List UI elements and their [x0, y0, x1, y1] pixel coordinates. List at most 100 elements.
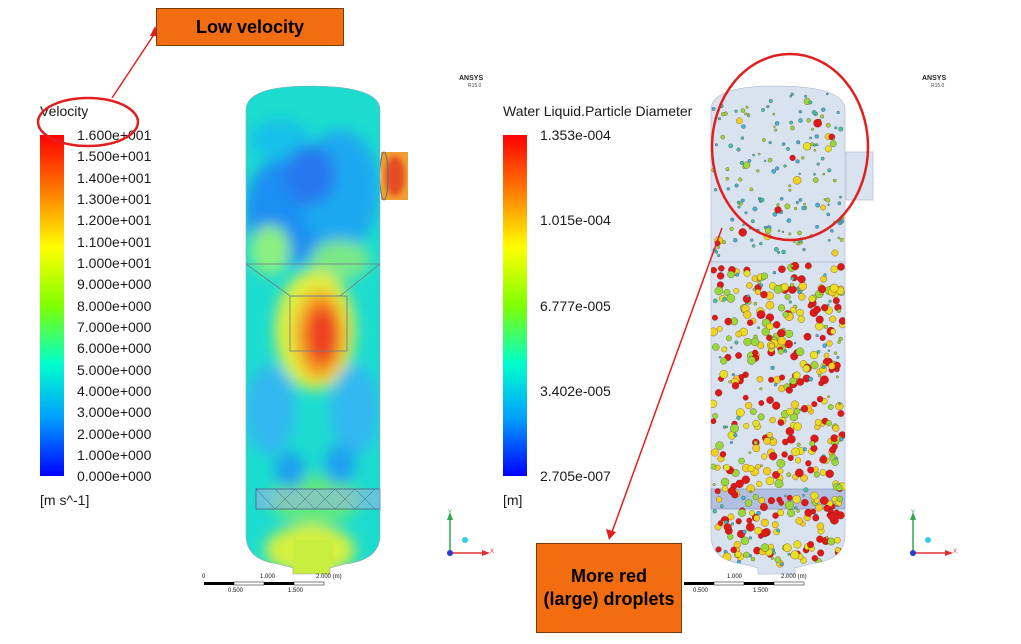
droplet [790, 282, 795, 287]
droplet [759, 503, 768, 512]
droplet [837, 410, 845, 417]
low-velocity-callout: Low velocity [156, 8, 344, 46]
droplet [839, 436, 844, 442]
droplet [738, 228, 747, 237]
ansys-version-left: R15.0 [468, 83, 482, 89]
droplet [813, 305, 821, 314]
ansys-logo-right: ANSYS [922, 75, 947, 82]
droplet [754, 289, 761, 295]
droplet [801, 205, 806, 211]
droplet [777, 348, 784, 355]
droplet [812, 143, 817, 147]
droplet [736, 200, 741, 205]
droplet [761, 272, 768, 280]
droplet [729, 441, 733, 444]
droplet [795, 517, 803, 525]
droplet [713, 298, 718, 303]
droplet [822, 343, 827, 348]
droplet [827, 395, 830, 399]
droplet [825, 469, 834, 478]
droplet [766, 431, 773, 439]
droplet [797, 290, 802, 295]
droplet [745, 105, 749, 109]
droplet [778, 265, 786, 273]
droplet [747, 114, 750, 118]
droplet [812, 177, 819, 183]
droplet [789, 154, 796, 161]
velocity-tick-label: 4.000e+000 [77, 383, 152, 399]
droplet [740, 198, 745, 203]
droplet [746, 484, 755, 493]
droplet [745, 401, 753, 410]
droplet [816, 162, 820, 166]
droplet [806, 118, 811, 123]
droplet [822, 172, 825, 176]
droplet [796, 442, 801, 447]
velocity-unit-label: [m s^-1] [40, 492, 90, 508]
droplet [765, 476, 775, 486]
droplet [836, 504, 839, 508]
droplet [796, 378, 805, 386]
droplet [752, 287, 756, 292]
droplet [790, 306, 797, 314]
droplet [768, 99, 773, 103]
droplet [716, 496, 722, 503]
droplet [763, 437, 771, 445]
droplet [811, 127, 814, 131]
droplet [820, 156, 825, 161]
droplet [785, 386, 793, 394]
droplet [838, 402, 841, 406]
droplet [761, 108, 765, 112]
ansys-version-right: R15.0 [931, 83, 945, 89]
droplet [801, 156, 805, 160]
droplet [752, 244, 756, 248]
droplet [711, 107, 716, 111]
velocity-tick-label: 8.000e+000 [77, 298, 152, 314]
droplet [821, 364, 826, 369]
droplet [831, 249, 839, 257]
droplet [751, 219, 755, 224]
droplet [735, 479, 744, 489]
droplet [768, 141, 772, 145]
droplet [837, 236, 840, 240]
droplet [727, 270, 735, 279]
droplet [839, 220, 843, 224]
droplet [793, 422, 802, 431]
droplet [774, 479, 784, 489]
droplet [728, 143, 733, 149]
droplet [829, 283, 839, 293]
droplet [809, 350, 819, 360]
droplet [776, 203, 780, 207]
droplet [833, 178, 837, 183]
droplet [721, 485, 729, 492]
droplet [767, 157, 773, 163]
droplet [830, 265, 838, 273]
droplet [810, 508, 817, 515]
droplet [747, 159, 752, 163]
droplet [777, 419, 785, 426]
velocity-tick-label: 1.000e+000 [77, 447, 152, 463]
droplet [752, 349, 759, 356]
droplet [788, 232, 792, 236]
droplet [718, 355, 722, 359]
droplet [826, 340, 833, 347]
droplet [813, 173, 816, 176]
droplet [711, 418, 717, 425]
droplet [825, 197, 831, 203]
droplet [790, 276, 795, 281]
droplet [786, 147, 790, 151]
droplet [737, 205, 741, 209]
droplet [733, 433, 738, 438]
droplet [828, 512, 837, 521]
droplet [731, 382, 740, 390]
droplet [717, 117, 721, 121]
droplet [712, 483, 716, 487]
droplet [715, 546, 722, 553]
droplet [761, 453, 768, 460]
droplet [792, 176, 802, 185]
droplet [788, 188, 792, 192]
droplet [746, 319, 754, 326]
droplet [743, 161, 751, 169]
right-scale-label-1500: 1.500 [753, 588, 769, 594]
droplet [738, 508, 746, 517]
